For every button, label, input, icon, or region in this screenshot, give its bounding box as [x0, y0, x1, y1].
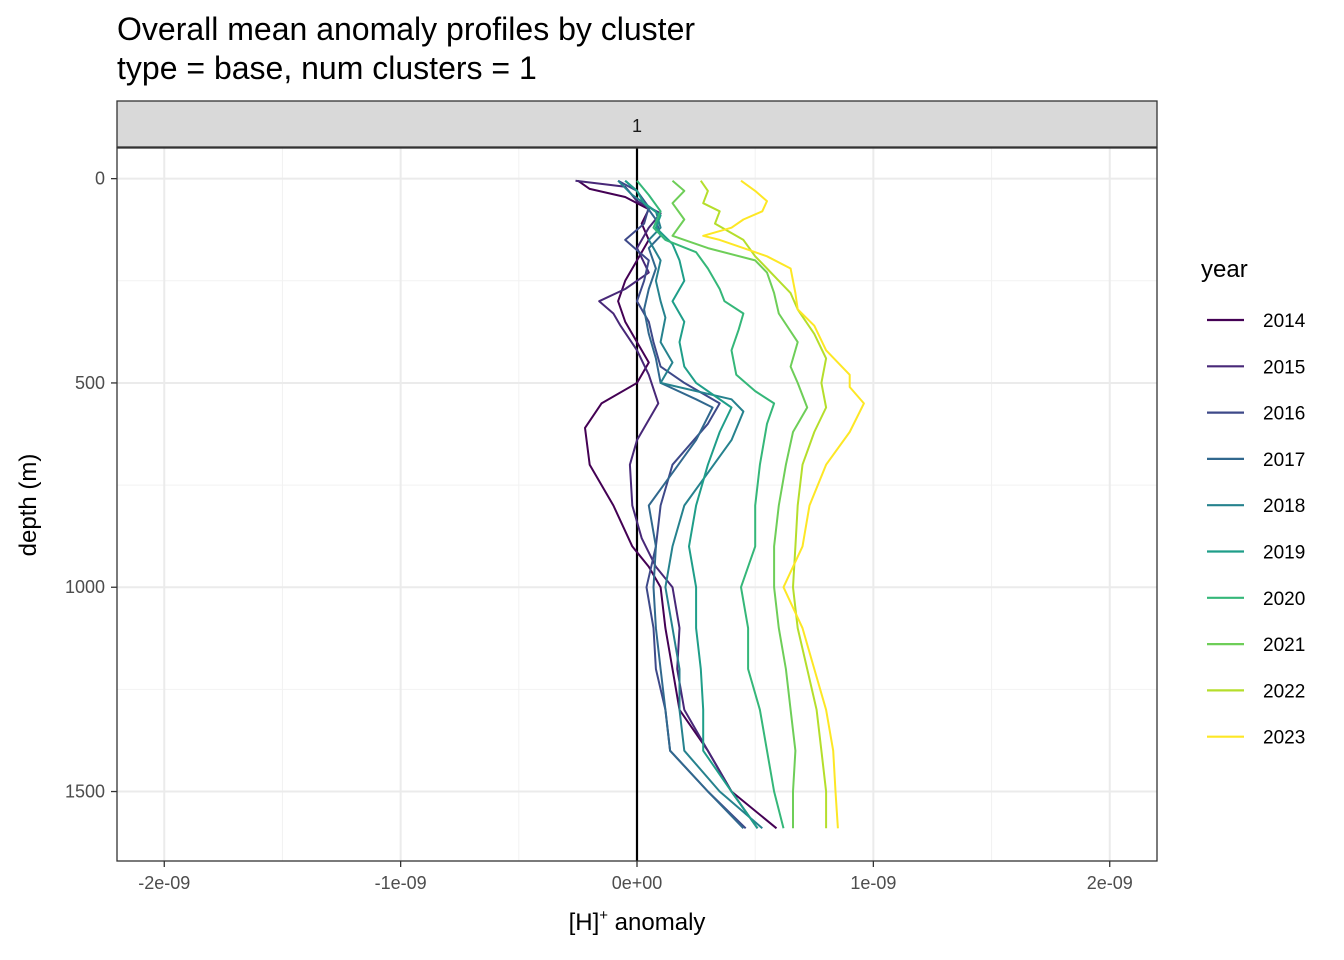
legend-label-2020: 2020	[1263, 589, 1305, 610]
series-line-2019	[624, 179, 759, 829]
legend-label-2016: 2016	[1263, 404, 1305, 425]
legend-label-2022: 2022	[1263, 681, 1305, 702]
x-axis: -2e-09 -1e-09 0e+00 1e-09 2e-09	[138, 861, 1133, 893]
chart-subtitle: type = base, num clusters = 1	[117, 50, 537, 86]
x-tick-label: 1e-09	[850, 873, 896, 893]
chart-title: Overall mean anomaly profiles by cluster	[117, 11, 695, 47]
x-tick-label: 2e-09	[1087, 873, 1133, 893]
x-axis-label: [H]+ anomaly	[569, 907, 706, 936]
x-axis-label-superscript: +	[599, 907, 608, 924]
legend-label-2015: 2015	[1263, 357, 1305, 378]
legend-label-2021: 2021	[1263, 635, 1305, 656]
x-tick-label: -2e-09	[138, 873, 190, 893]
series-line-2021	[671, 179, 809, 829]
series-line-2020	[636, 180, 785, 829]
x-tick-label: -1e-09	[375, 873, 427, 893]
series-line-2022	[699, 180, 828, 829]
series-line-2014	[577, 179, 778, 830]
legend: 2014 2015 2016 2017 2018 2019 2020 2021 2022 2023	[1207, 311, 1306, 749]
legend-label-2017: 2017	[1263, 450, 1305, 471]
facet-strip	[116, 100, 1158, 148]
series-line-2023	[702, 179, 865, 829]
legend-label-2023: 2023	[1263, 728, 1305, 749]
y-axis: 0 500 1000 1500	[65, 169, 117, 802]
series-line-2015	[575, 179, 759, 829]
legend-label-2014: 2014	[1263, 311, 1306, 332]
y-axis-label: depth (m)	[15, 454, 42, 557]
x-tick-label: 0e+00	[612, 873, 663, 893]
x-axis-label-base: [H]	[569, 909, 600, 936]
legend-title: year	[1201, 256, 1248, 283]
legend-label-2018: 2018	[1263, 496, 1305, 517]
y-tick-label: 500	[75, 373, 105, 393]
y-tick-label: 1000	[65, 577, 105, 597]
series-line-2018	[617, 179, 763, 830]
y-tick-label: 0	[95, 169, 105, 189]
y-tick-label: 1500	[65, 782, 105, 802]
x-axis-label-rest: anomaly	[608, 909, 705, 936]
legend-label-2019: 2019	[1263, 543, 1305, 564]
series-layer	[575, 179, 865, 830]
facet-strip-label: 1	[632, 116, 642, 136]
